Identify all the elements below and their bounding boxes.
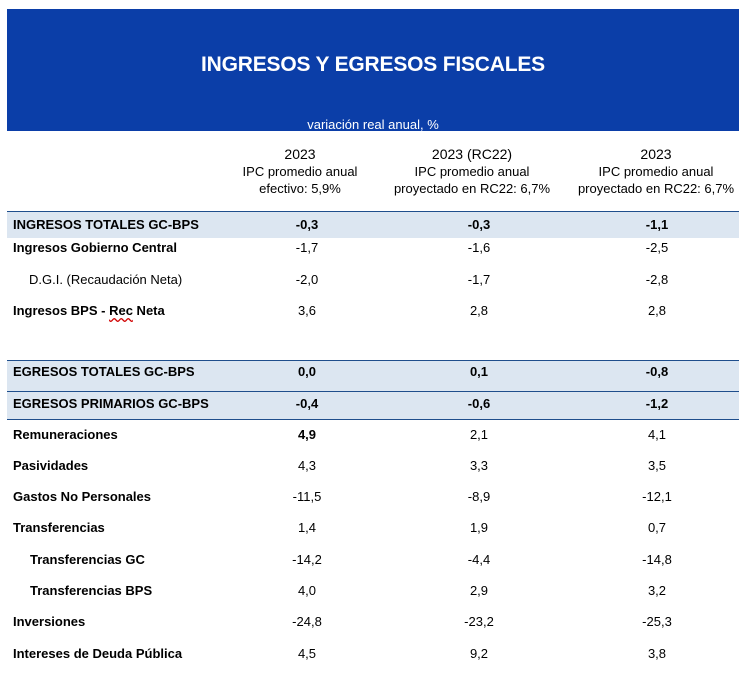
row-label: Transferencias — [13, 520, 105, 535]
column-header-2: 2023 (RC22) IPC promedio anual proyectad… — [386, 146, 558, 197]
value-col1: 0,0 — [297, 364, 317, 379]
row-label: EGRESOS PRIMARIOS GC-BPS — [13, 396, 209, 411]
value-col3: 4,1 — [647, 427, 667, 442]
value-col3: -1,2 — [645, 396, 669, 411]
value-col3: -14,8 — [642, 552, 672, 567]
highlight-band-egresos-primarios — [7, 391, 739, 420]
value-col2: -0,3 — [467, 217, 491, 232]
column-3-note-line2: proyectado en RC22: 6,7% — [577, 181, 735, 196]
row-label: Pasividades — [13, 458, 89, 473]
value-col3: 3,8 — [647, 646, 667, 661]
table-subtitle: variación real anual, % — [307, 117, 439, 132]
row-label: Remuneraciones — [13, 427, 118, 442]
value-col3: -25,3 — [642, 614, 672, 629]
table-row-inversiones: Inversiones -24,8 -23,2 -25,3 — [7, 612, 739, 632]
value-col2: 9,2 — [469, 646, 489, 661]
value-col1: -1,7 — [295, 240, 319, 255]
title-banner: INGRESOS Y EGRESOS FISCALES variación re… — [7, 9, 739, 132]
value-col3: -2,5 — [645, 240, 669, 255]
value-col3: 2,8 — [647, 303, 667, 318]
value-col3: -2,8 — [645, 272, 669, 287]
value-col2: 3,3 — [469, 458, 489, 473]
table-row-dgi: D.G.I. (Recaudación Neta) -2,0 -1,7 -2,8 — [7, 270, 739, 290]
value-col2: -8,9 — [467, 489, 491, 504]
row-label: Inversiones — [13, 614, 86, 629]
row-label: INGRESOS TOTALES GC-BPS — [13, 217, 199, 232]
row-label: Gastos No Personales — [13, 489, 151, 504]
table-row-pasividades: Pasividades 4,3 3,3 3,5 — [7, 456, 739, 476]
column-1-note-line1: IPC promedio anual — [242, 164, 358, 179]
row-label: Ingresos BPS - Rec Neta — [13, 303, 165, 318]
value-col1: 4,9 — [297, 427, 317, 442]
value-col3: 3,2 — [647, 583, 667, 598]
table-row-ingresos-totales: INGRESOS TOTALES GC-BPS -0,3 -0,3 -1,1 — [7, 215, 739, 235]
value-col1: -0,3 — [295, 217, 319, 232]
table-row-egresos-totales: EGRESOS TOTALES GC-BPS 0,0 0,1 -0,8 — [7, 362, 739, 382]
column-1-note-line2: efectivo: 5,9% — [259, 181, 341, 196]
value-col3: 0,7 — [647, 520, 667, 535]
value-col1: 4,5 — [297, 646, 317, 661]
value-col2: 2,1 — [469, 427, 489, 442]
table-row-transferencias-bps: Transferencias BPS 4,0 2,9 3,2 — [7, 581, 739, 601]
column-header-3: 2023 IPC promedio anual proyectado en RC… — [570, 146, 742, 197]
value-col3: -0,8 — [645, 364, 669, 379]
value-col1: 3,6 — [297, 303, 317, 318]
value-col1: -24,8 — [292, 614, 322, 629]
value-col2: 2,9 — [469, 583, 489, 598]
value-col3: 3,5 — [647, 458, 667, 473]
table-row-ingresos-bps: Ingresos BPS - Rec Neta 3,6 2,8 2,8 — [7, 301, 739, 321]
column-2-note-line1: IPC promedio anual — [414, 164, 530, 179]
table-row-egresos-primarios: EGRESOS PRIMARIOS GC-BPS -0,4 -0,6 -1,2 — [7, 394, 739, 414]
highlight-band-ingresos-totales — [7, 211, 739, 238]
table-row-transferencias-gc: Transferencias GC -14,2 -4,4 -14,8 — [7, 550, 739, 570]
row-label: Transferencias GC — [30, 552, 145, 567]
highlight-band-egresos-totales — [7, 360, 739, 391]
value-col2: -4,4 — [467, 552, 491, 567]
value-col3: -12,1 — [642, 489, 672, 504]
table-row-ingresos-gobierno-central: Ingresos Gobierno Central -1,7 -1,6 -2,5 — [7, 238, 739, 258]
table-row-remuneraciones: Remuneraciones 4,9 2,1 4,1 — [7, 425, 739, 445]
value-col1: -11,5 — [292, 489, 322, 504]
value-col3: -1,1 — [645, 217, 669, 232]
row-label: Intereses de Deuda Pública — [13, 646, 183, 661]
value-col1: 4,0 — [297, 583, 317, 598]
value-col1: 1,4 — [297, 520, 317, 535]
value-col2: -0,6 — [467, 396, 491, 411]
value-col2: -1,6 — [467, 240, 491, 255]
column-header-1: 2023 IPC promedio anual efectivo: 5,9% — [220, 146, 380, 197]
column-3-note-line1: IPC promedio anual — [598, 164, 714, 179]
value-col2: -23,2 — [464, 614, 494, 629]
value-col2: 2,8 — [469, 303, 489, 318]
value-col2: 1,9 — [469, 520, 489, 535]
spellcheck-underline: Rec — [109, 303, 133, 318]
value-col2: -1,7 — [467, 272, 491, 287]
table-row-intereses-deuda: Intereses de Deuda Pública 4,5 9,2 3,8 — [7, 644, 739, 664]
column-1-year: 2023 — [284, 146, 316, 162]
column-2-note-line2: proyectado en RC22: 6,7% — [393, 181, 551, 196]
value-col1: -14,2 — [292, 552, 322, 567]
column-3-year: 2023 — [640, 146, 672, 162]
row-label: Ingresos Gobierno Central — [13, 240, 177, 255]
row-label: Transferencias BPS — [30, 583, 153, 598]
value-col1: -0,4 — [295, 396, 319, 411]
column-2-year: 2023 (RC22) — [431, 146, 513, 162]
value-col1: 4,3 — [297, 458, 317, 473]
table-row-transferencias: Transferencias 1,4 1,9 0,7 — [7, 518, 739, 538]
row-label: EGRESOS TOTALES GC-BPS — [13, 364, 195, 379]
table-row-gastos-no-personales: Gastos No Personales -11,5 -8,9 -12,1 — [7, 487, 739, 507]
band-divider — [7, 419, 739, 420]
value-col2: 0,1 — [469, 364, 489, 379]
value-col1: -2,0 — [295, 272, 319, 287]
table-title: INGRESOS Y EGRESOS FISCALES — [201, 53, 545, 76]
row-label: D.G.I. (Recaudación Neta) — [29, 272, 183, 287]
